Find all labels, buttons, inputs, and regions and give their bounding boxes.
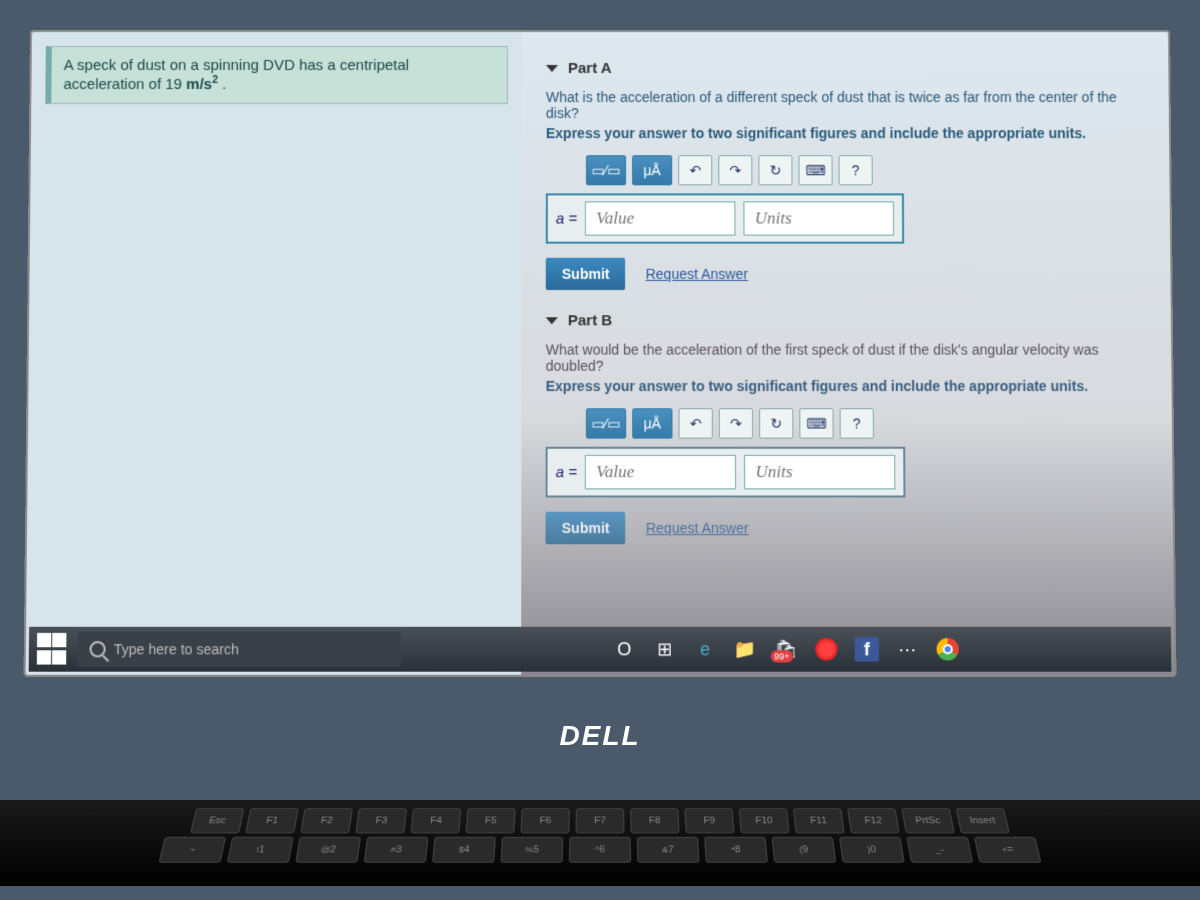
part-b-request-answer-link[interactable]: Request Answer: [646, 520, 749, 536]
part-b-instruction: Express your answer to two significant f…: [546, 378, 1148, 394]
chrome-icon[interactable]: [931, 633, 964, 666]
key-f1: F1: [245, 808, 298, 833]
help-button[interactable]: ?: [840, 408, 874, 438]
problem-line1: A speck of dust on a spinning DVD has a …: [64, 57, 410, 74]
key-num-10: )0: [839, 837, 905, 863]
part-a-answer-box: a =: [546, 193, 905, 243]
key-prtsc: PrtSc: [901, 808, 954, 833]
templates-button[interactable]: ▭⁄▭: [586, 408, 626, 438]
start-button[interactable]: [37, 633, 70, 666]
key-f9: F9: [684, 808, 734, 833]
key-f7: F7: [576, 808, 625, 833]
cortana-icon[interactable]: O: [608, 633, 640, 666]
key-num-0: ~: [158, 837, 226, 863]
taskbar-search[interactable]: Type here to search: [77, 632, 401, 667]
key-num-4: $4: [432, 837, 496, 863]
part-b-eq-label: a =: [556, 463, 577, 480]
caret-down-icon: [546, 65, 558, 72]
taskview-icon[interactable]: ⊞: [649, 633, 681, 666]
key-f4: F4: [410, 808, 461, 833]
key-f11: F11: [793, 808, 845, 833]
part-b-toolbar: ▭⁄▭ μÅ ↶ ↷ ↻ ⌨ ?: [586, 408, 1148, 438]
problem-statement: A speck of dust on a spinning DVD has a …: [45, 46, 508, 104]
dell-logo: DELL: [559, 720, 640, 752]
problem-unit: m/s: [186, 76, 212, 93]
key-esc: Esc: [190, 808, 244, 833]
key-num-7: &7: [637, 837, 700, 863]
key-f5: F5: [465, 808, 515, 833]
opera-icon[interactable]: [810, 633, 842, 666]
part-a-eq-label: a =: [556, 210, 577, 227]
key-f10: F10: [739, 808, 790, 833]
keyboard-button[interactable]: ⌨: [798, 155, 832, 185]
part-a-toolbar: ▭⁄▭ μÅ ↶ ↷ ↻ ⌨ ?: [586, 155, 1146, 185]
part-a-units-input[interactable]: [744, 201, 895, 235]
key-num-1: !1: [227, 837, 294, 863]
edge-glyph: e: [700, 639, 710, 660]
redo-button[interactable]: ↷: [719, 408, 753, 438]
part-a-header[interactable]: Part A: [546, 60, 1144, 77]
key-f12: F12: [847, 808, 900, 833]
key-num-6: ^6: [569, 837, 631, 863]
key-num-3: #3: [364, 837, 429, 863]
special-chars-button[interactable]: μÅ: [632, 155, 672, 185]
part-a-submit-button[interactable]: Submit: [546, 258, 626, 290]
key-f2: F2: [300, 808, 353, 833]
key-f3: F3: [355, 808, 407, 833]
part-b-title: Part B: [568, 312, 612, 329]
key-f6: F6: [520, 808, 569, 833]
key-num-5: %5: [500, 837, 563, 863]
part-a-value-input[interactable]: [585, 201, 736, 235]
key-f8: F8: [630, 808, 679, 833]
undo-button[interactable]: ↶: [679, 408, 713, 438]
search-placeholder: Type here to search: [114, 641, 239, 657]
part-b-header[interactable]: Part B: [546, 312, 1147, 329]
key-num-12: +=: [974, 837, 1042, 863]
reset-button[interactable]: ↻: [758, 155, 792, 185]
key-insert: Insert: [956, 808, 1010, 833]
part-b-value-input[interactable]: [585, 455, 736, 490]
special-chars-button[interactable]: μÅ: [632, 408, 672, 438]
file-explorer-icon[interactable]: 📁: [729, 633, 761, 666]
help-button[interactable]: ?: [839, 155, 873, 185]
search-icon: [89, 641, 105, 657]
redo-button[interactable]: ↷: [718, 155, 752, 185]
templates-button[interactable]: ▭⁄▭: [586, 155, 626, 185]
store-icon[interactable]: 🛍99+: [770, 633, 802, 666]
undo-button[interactable]: ↶: [678, 155, 712, 185]
part-a-question: What is the acceleration of a different …: [546, 89, 1145, 121]
facebook-icon[interactable]: f: [851, 633, 883, 666]
problem-line2-suffix: .: [218, 76, 226, 93]
key-num-2: @2: [295, 837, 361, 863]
part-a-title: Part A: [568, 60, 612, 77]
misc-icon[interactable]: ⋯: [891, 633, 924, 666]
store-badge: 99+: [771, 650, 793, 662]
part-b-units-input[interactable]: [744, 455, 895, 490]
part-b-question: What would be the acceleration of the fi…: [546, 341, 1148, 373]
windows-taskbar: Type here to search O ⊞ e 📁 🛍99+ f ⋯: [29, 627, 1172, 672]
key-num-8: *8: [704, 837, 768, 863]
key-num-11: _-: [906, 837, 973, 863]
part-a-request-answer-link[interactable]: Request Answer: [646, 266, 748, 282]
key-num-9: (9: [772, 837, 837, 863]
keyboard-button[interactable]: ⌨: [799, 408, 833, 438]
laptop-keyboard: EscF1F2F3F4F5F6 F7F8F9F10F11F12PrtScInser…: [0, 800, 1200, 886]
edge-icon[interactable]: e: [689, 633, 721, 666]
problem-line2-prefix: acceleration of 19: [63, 76, 186, 93]
part-b-submit-button[interactable]: Submit: [546, 512, 626, 545]
fb-glyph: f: [855, 637, 879, 662]
reset-button[interactable]: ↻: [759, 408, 793, 438]
part-a-instruction: Express your answer to two significant f…: [546, 125, 1145, 141]
part-b-answer-box: a =: [546, 447, 906, 498]
caret-down-icon: [546, 317, 558, 324]
